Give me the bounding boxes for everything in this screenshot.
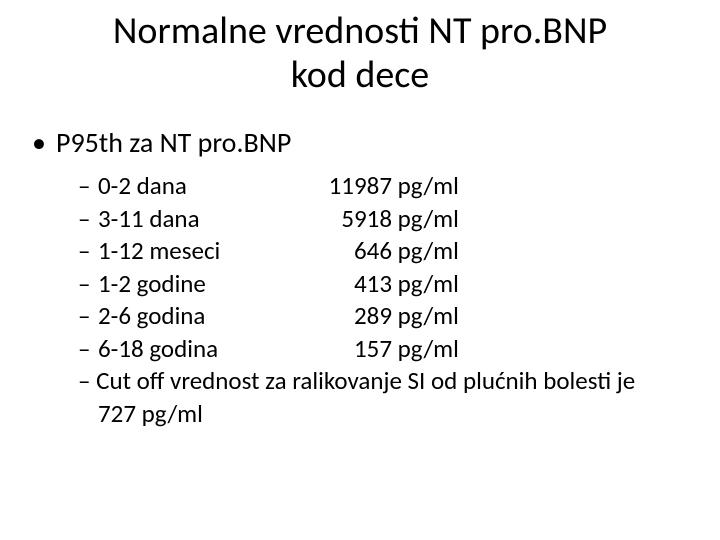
value: 413 — [308, 268, 392, 301]
dash-icon: – — [78, 300, 98, 333]
value: 11987 — [308, 170, 392, 203]
age-range: 0-2 dana — [98, 170, 308, 203]
value-row: –6-18 godina157 pg/ml — [78, 333, 700, 366]
value-row: –2-6 godina289 pg/ml — [78, 300, 700, 333]
dash-icon: – — [78, 235, 98, 268]
unit: pg/ml — [398, 170, 459, 203]
value: 646 — [308, 235, 392, 268]
title-line-1: Normalne vrednosti NT pro.BNP — [113, 8, 607, 54]
dash-icon: – — [78, 170, 98, 203]
value-row: –1-12 meseci646 pg/ml — [78, 235, 700, 268]
cutoff-text: Cut off vrednost za ralikovanje SI od pl… — [96, 365, 635, 429]
unit: pg/ml — [398, 268, 459, 301]
dash-icon: – — [78, 365, 96, 396]
unit: pg/ml — [398, 333, 459, 366]
dash-icon: – — [78, 203, 98, 236]
slide-title: Normalne vrednosti NT pro.BNP kod dece — [20, 10, 700, 97]
bullet-level-1: •P95th za NT pro.BNP — [32, 125, 700, 160]
value-row: –1-2 godine413 pg/ml — [78, 268, 700, 301]
age-range: 1-2 godine — [98, 268, 308, 301]
age-range: 1-12 meseci — [98, 235, 308, 268]
value: 5918 — [308, 203, 392, 236]
title-line-2: kod dece — [291, 52, 429, 98]
sub-bullet-list: –0-2 dana11987 pg/ml –3-11 dana5918 pg/m… — [78, 170, 700, 430]
unit: pg/ml — [398, 235, 459, 268]
cutoff-row: – Cut off vrednost za ralikovanje SI od … — [78, 365, 658, 430]
bullet-dot: • — [32, 125, 56, 160]
unit: pg/ml — [398, 203, 459, 236]
value-row: –3-11 dana5918 pg/ml — [78, 203, 700, 236]
age-range: 2-6 godina — [98, 300, 308, 333]
unit: pg/ml — [398, 300, 459, 333]
value-row: –0-2 dana11987 pg/ml — [78, 170, 700, 203]
age-range: 3-11 dana — [98, 203, 308, 236]
dash-icon: – — [78, 333, 98, 366]
dash-icon: – — [78, 268, 98, 301]
value: 289 — [308, 300, 392, 333]
value: 157 — [308, 333, 392, 366]
heading-text: P95th za NT pro.BNP — [56, 125, 291, 160]
age-range: 6-18 godina — [98, 333, 308, 366]
